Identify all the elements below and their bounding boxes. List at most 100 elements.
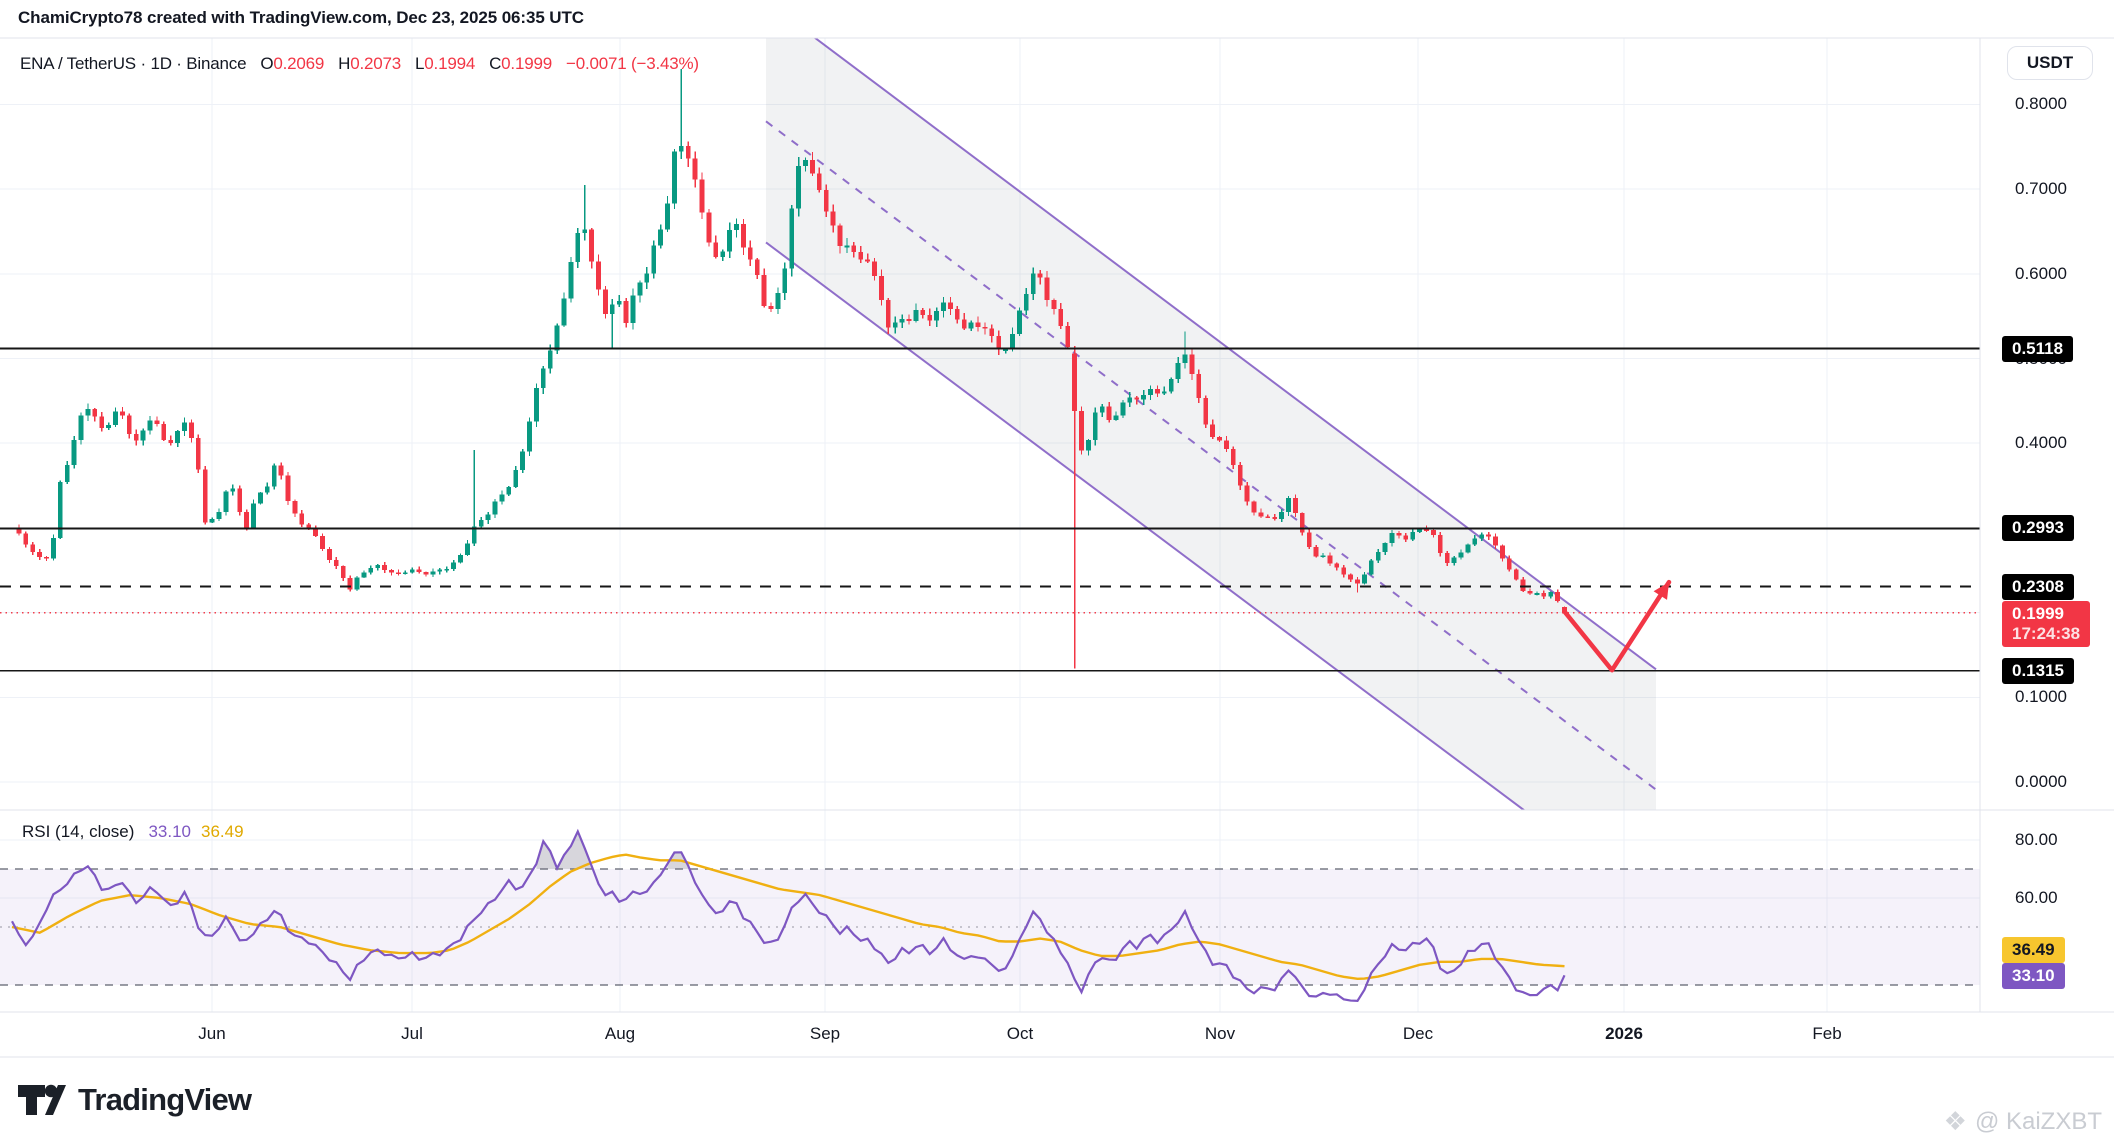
candle-body [761,275,767,306]
candle-body [927,314,933,321]
candle-body [1030,273,1036,294]
candle-body [609,304,615,315]
candle-body [734,223,739,230]
candle-body [1403,535,1409,540]
candle-body [1141,395,1146,400]
candle-body [803,159,808,166]
candle-body [478,520,484,527]
candle-body [1148,389,1153,396]
candle-body [1493,536,1498,546]
candle-body [1465,544,1471,553]
candle-body [1092,412,1098,441]
time-axis-label-Aug: Aug [604,1024,636,1043]
candle-body [1251,501,1257,513]
candle-body [1224,440,1229,450]
bar-countdown: 17:24:38 [2012,623,2081,643]
candle-body [51,537,56,559]
candle-body [844,245,850,248]
candle-body [1479,534,1485,539]
candle-body [1175,363,1181,380]
candle-body [264,486,270,493]
candle-body [1320,555,1326,558]
candle-body [879,276,884,300]
candle-body [1313,546,1319,557]
currency-toggle-button[interactable]: USDT [2007,46,2093,80]
candle-body [540,368,546,389]
rsi-line [11,828,1566,1002]
candle-body [285,475,291,502]
candle-body [85,408,91,416]
candle-body [471,526,477,544]
tradingview-logo[interactable]: TradingView [18,1082,252,1118]
close-label: C [489,54,502,73]
candle-body [1458,552,1464,558]
rsi-value: 33.10 [148,822,191,841]
candle-body [458,554,463,563]
candle-body [1355,579,1360,584]
rsi-ma-badge: 36.49 [2002,937,2065,963]
candle-body [1410,532,1416,540]
candle-body [885,299,891,328]
close-value: 0.1999 [501,54,552,73]
rsi-legend: RSI (14, close) 33.10 36.49 [22,822,244,842]
candle-body [223,491,229,513]
candle-body [616,300,622,305]
candle-body [1086,440,1091,451]
candle-body [437,569,443,572]
candle-body [596,261,601,290]
candle-body [837,225,843,246]
candle-body [830,211,836,226]
low-value: 0.1994 [424,54,476,73]
price-level-badge: 0.1315 [2002,657,2074,684]
candle-body [113,411,118,426]
rsi-value-badge: 33.10 [2002,963,2065,989]
price-axis-label: 0.1000 [2015,687,2067,707]
candle-body [1203,398,1209,425]
candle-body [258,492,263,504]
candle-body [582,229,588,233]
candle-body [1134,397,1140,400]
candle-body [154,420,160,425]
candlesticks [9,68,1567,669]
candle-body [513,470,519,487]
candle-body [306,524,312,529]
candle-body [692,158,698,180]
candle-body [396,572,401,574]
candle-body [1189,354,1195,375]
candle-body [941,302,946,311]
candle-body [64,465,70,483]
candle-body [499,494,505,502]
candle-body [320,535,325,550]
candle-body [1120,402,1126,416]
candle-body [430,571,436,575]
tradingview-logo-icon [18,1084,66,1115]
candle-body [1017,310,1022,334]
candle-body [637,282,643,296]
candle-body [1382,543,1388,552]
candle-body [913,309,919,322]
candle-body [1513,569,1519,580]
candle-body [961,319,967,329]
candle-body [1368,560,1374,575]
price-level-badge: 0.2308 [2002,573,2074,600]
candle-body [1244,485,1250,502]
symbol-title[interactable]: ENA / TetherUS · 1D · Binance [20,54,247,73]
candle-body [485,514,491,521]
candle-body [78,415,84,440]
projection-arrowhead [1653,582,1669,600]
candle-body [1417,529,1422,533]
candle-body [823,189,829,212]
projection-arrow [1562,579,1672,673]
symbol-legend: ENA / TetherUS · 1D · Binance O0.2069 H0.2… [20,54,699,74]
candle-body [1051,300,1057,310]
pane-separators [0,37,2114,1058]
candle-body [37,551,42,558]
candle-body [603,289,608,315]
candle-body [375,565,381,568]
low-label: L [415,54,425,73]
candle-body [1486,534,1491,537]
time-axis-label-2026: 2026 [1605,1024,1643,1043]
candle-body [920,309,926,315]
candle-body [1023,293,1029,311]
